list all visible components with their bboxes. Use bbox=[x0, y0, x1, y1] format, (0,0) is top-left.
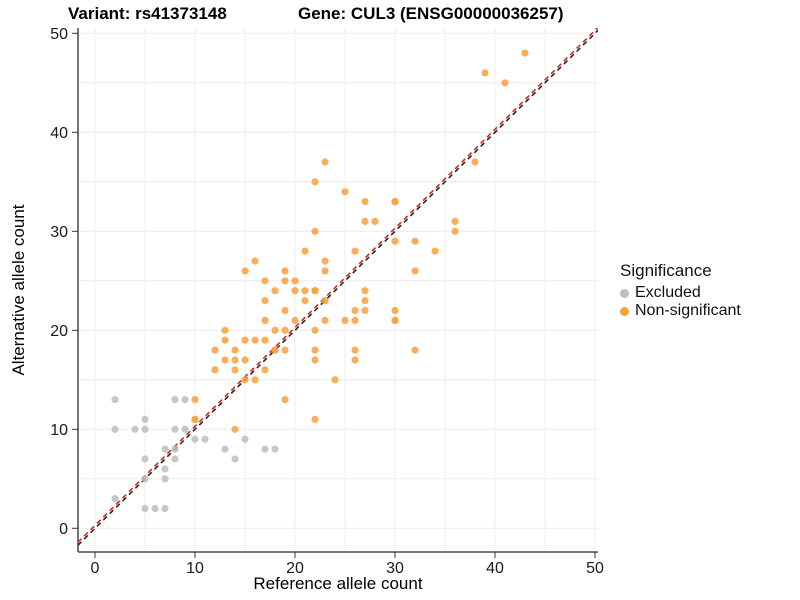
legend: Significance Excluded Non-significant bbox=[620, 261, 741, 320]
legend-item-non-significant: Non-significant bbox=[620, 302, 741, 320]
svg-text:10: 10 bbox=[186, 560, 204, 577]
legend-item-excluded: Excluded bbox=[620, 284, 741, 302]
gene-title: Gene: CUL3 (ENSG00000036257) bbox=[298, 4, 564, 23]
svg-text:50: 50 bbox=[50, 26, 68, 43]
excluded-dot-icon bbox=[620, 288, 629, 298]
legend-item-label: Non-significant bbox=[635, 302, 741, 319]
svg-text:30: 30 bbox=[386, 560, 404, 577]
svg-text:0: 0 bbox=[91, 560, 100, 577]
svg-text:20: 20 bbox=[50, 323, 68, 340]
y-axis-title: Alternative allele count bbox=[9, 204, 28, 376]
non-significant-dot-icon bbox=[620, 306, 629, 316]
svg-text:30: 30 bbox=[50, 224, 68, 241]
svg-text:40: 40 bbox=[486, 560, 504, 577]
variant-title: Variant: rs41373148 bbox=[68, 4, 227, 23]
svg-text:40: 40 bbox=[50, 125, 68, 142]
x-axis-title: Reference allele count bbox=[253, 574, 423, 593]
legend-item-label: Excluded bbox=[635, 284, 701, 301]
legend-title: Significance bbox=[620, 261, 712, 280]
svg-text:0: 0 bbox=[59, 521, 68, 538]
svg-text:50: 50 bbox=[586, 560, 604, 577]
svg-text:20: 20 bbox=[286, 560, 304, 577]
svg-text:10: 10 bbox=[50, 422, 68, 439]
